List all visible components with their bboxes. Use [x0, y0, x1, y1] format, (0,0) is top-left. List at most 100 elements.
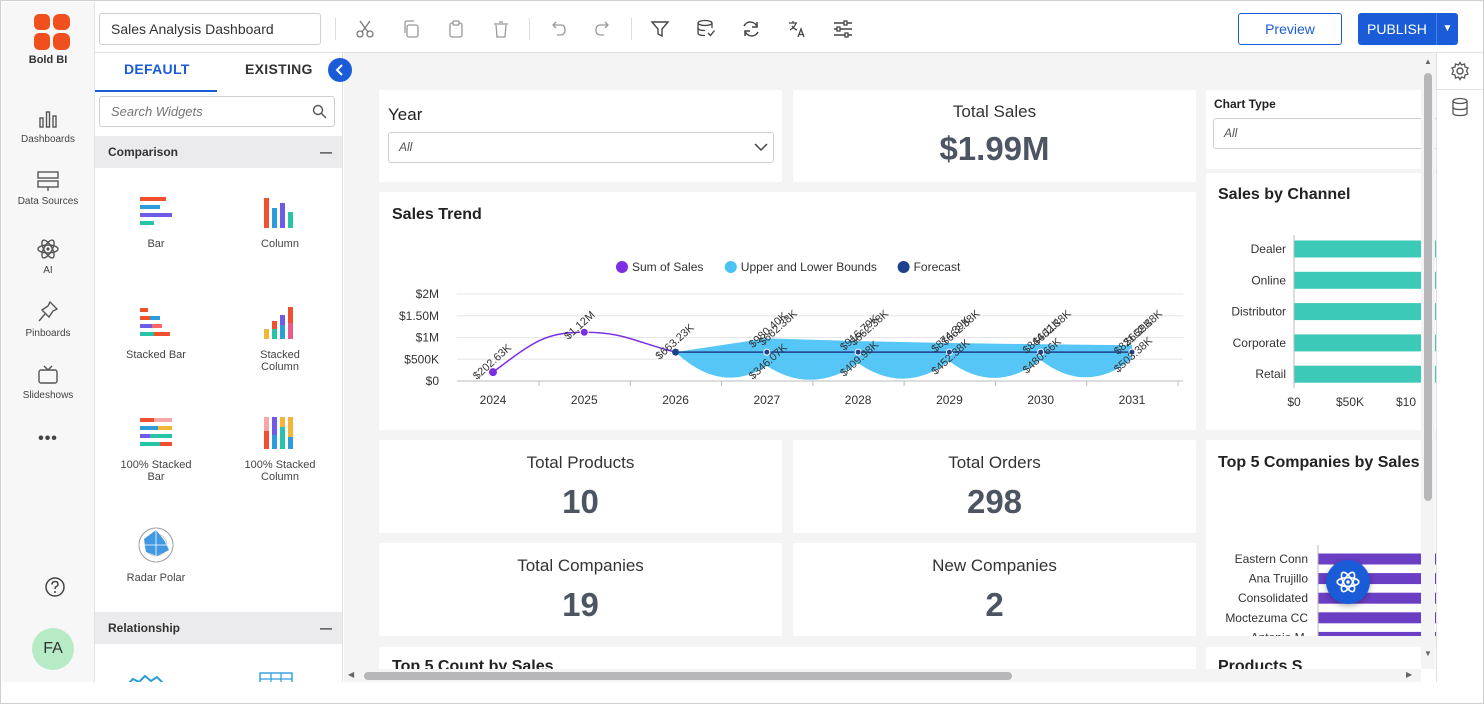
- sales-by-channel-title: Sales by Channel: [1218, 186, 1351, 203]
- redo-icon[interactable]: [593, 19, 613, 39]
- rail-item-pinboards[interactable]: Pinboards: [2, 300, 94, 339]
- settings-sliders-icon[interactable]: [832, 19, 854, 39]
- forecast-point: [854, 348, 862, 356]
- scroll-left-arrow[interactable]: ◀: [348, 670, 355, 679]
- total-companies-card[interactable]: Total Companies 19: [379, 543, 782, 636]
- y-tick-label: $500K: [404, 352, 439, 366]
- year-filter-card: Year All: [379, 90, 782, 182]
- rail-item-dashboards[interactable]: Dashboards: [2, 108, 94, 145]
- new-companies-card[interactable]: New Companies 2: [793, 543, 1196, 636]
- publish-dropdown-caret[interactable]: ▼: [1436, 13, 1458, 45]
- bar: [1318, 592, 1436, 604]
- scroll-down-arrow[interactable]: ▼: [1424, 649, 1432, 658]
- horizontal-scrollbar[interactable]: ◀ ▶: [344, 669, 1421, 682]
- section-comparison[interactable]: Comparison —: [95, 136, 342, 168]
- collapse-minus-icon[interactable]: —: [320, 621, 332, 635]
- legend-label: Sum of Sales: [632, 260, 703, 274]
- widget-label: Radar Polar: [126, 572, 186, 584]
- collapse-panel-button[interactable]: [328, 58, 352, 82]
- forecast-point: [763, 348, 771, 356]
- ai-assistant-button[interactable]: [1326, 560, 1370, 604]
- x-tick-label: 2031: [1119, 393, 1146, 407]
- vertical-scrollbar[interactable]: ▲ ▼: [1421, 53, 1435, 669]
- widget-radar-polar[interactable]: Radar Polar: [101, 526, 211, 584]
- search-icon[interactable]: [312, 104, 327, 119]
- sales-by-channel-chart[interactable]: Dealer Online Distributor Corporate Retail$0…: [1206, 173, 1436, 430]
- 100-stacked-column-widget-icon: [264, 417, 293, 449]
- data-settings-icon[interactable]: [696, 19, 716, 39]
- atom-icon: [37, 239, 59, 259]
- rail-item-slideshows[interactable]: Slideshows: [2, 364, 94, 401]
- copy-icon[interactable]: [401, 19, 421, 39]
- sales-trend-title: Sales Trend: [392, 206, 482, 223]
- grid-widget-icon[interactable]: [259, 671, 293, 682]
- tab-existing[interactable]: EXISTING: [245, 61, 313, 77]
- legend-marker: [724, 261, 737, 273]
- widget-stacked-bar[interactable]: Stacked Bar: [101, 305, 211, 361]
- x-tick-label: 2024: [480, 393, 507, 407]
- dashboard-canvas: Year All Total Sales $1.99M Chart Type A…: [344, 53, 1436, 669]
- x-tick-label: $10: [1396, 395, 1416, 409]
- widget-search-input[interactable]: [99, 96, 335, 127]
- stacked-column-widget-icon: [264, 307, 293, 339]
- toolbar-separator: [529, 18, 530, 40]
- section-relationship[interactable]: Relationship —: [95, 612, 342, 644]
- widget-100-stacked-column[interactable]: 100% Stacked Column: [225, 415, 335, 483]
- widget-bar[interactable]: Bar: [101, 194, 211, 250]
- sales-trend-chart[interactable]: Sum of Sales Upper and Lower Bounds Foreca…: [379, 192, 1196, 430]
- top5-companies-card[interactable]: Top 5 Companies by Sales Eastern Conn Ana…: [1206, 440, 1436, 636]
- partial-card-title: Top 5 Count by Sales: [392, 658, 554, 669]
- delete-icon[interactable]: [491, 19, 511, 39]
- user-avatar[interactable]: FA: [32, 628, 74, 670]
- category-label: Retail: [1255, 367, 1286, 381]
- bold-bi-logo-icon[interactable]: [34, 14, 70, 50]
- toolbar-separator: [335, 18, 336, 40]
- top5-count-card[interactable]: Top 5 Count by Sales: [379, 647, 1196, 669]
- widget-stacked-column[interactable]: Stacked Column: [225, 305, 335, 373]
- year-filter-label: Year: [388, 105, 423, 124]
- help-icon[interactable]: [44, 576, 66, 598]
- paste-icon[interactable]: [446, 19, 466, 39]
- preview-button[interactable]: Preview: [1238, 13, 1342, 45]
- products-card[interactable]: Products S: [1206, 647, 1436, 669]
- category-label: Dealer: [1251, 242, 1286, 256]
- widget-100-stacked-bar[interactable]: 100% Stacked Bar: [101, 415, 211, 483]
- kpi-title: Total Sales: [952, 102, 1037, 121]
- scroll-right-arrow[interactable]: ▶: [1406, 670, 1413, 679]
- undo-icon[interactable]: [548, 19, 568, 39]
- rail-item-data-sources[interactable]: Data Sources: [2, 170, 94, 207]
- database-icon[interactable]: [1451, 97, 1469, 117]
- scroll-up-arrow[interactable]: ▲: [1424, 57, 1432, 66]
- rail-item-ai[interactable]: AI: [2, 237, 94, 276]
- bar: [1294, 334, 1436, 352]
- pin-icon: [38, 300, 59, 322]
- category-label: Antonio M.: [1251, 630, 1308, 636]
- tab-default[interactable]: DEFAULT: [124, 61, 190, 77]
- bar-chart-icon: [39, 111, 57, 128]
- chart-type-select[interactable]: All: [1213, 118, 1436, 149]
- widget-panel: DEFAULT EXISTING Comparison — Bar Column…: [95, 53, 343, 682]
- total-sales-card[interactable]: Total Sales $1.99M: [793, 90, 1196, 182]
- year-filter-select[interactable]: All: [388, 132, 774, 163]
- forecast-point: [1037, 348, 1045, 356]
- sales-trend-card[interactable]: Sales Trend Sum of Sales Upper and Lower …: [379, 192, 1196, 430]
- bar: [1294, 303, 1436, 321]
- widget-column[interactable]: Column: [225, 194, 335, 250]
- translate-icon[interactable]: [787, 19, 807, 39]
- relationship-widget-icon[interactable]: [125, 673, 165, 682]
- horizontal-scroll-thumb[interactable]: [364, 672, 1012, 680]
- filter-icon[interactable]: [650, 19, 670, 39]
- vertical-scroll-thumb[interactable]: [1424, 73, 1432, 501]
- dashboard-name-input[interactable]: [99, 13, 321, 45]
- total-orders-card[interactable]: Total Orders 298: [793, 440, 1196, 533]
- collapse-minus-icon[interactable]: —: [320, 145, 332, 159]
- more-menu-button[interactable]: •••: [38, 430, 58, 447]
- top5-companies-chart[interactable]: Eastern Conn Ana Trujillo Consolidated Moct…: [1206, 440, 1436, 636]
- publish-button[interactable]: PUBLISH ▼: [1358, 13, 1458, 45]
- sales-by-channel-card[interactable]: Sales by Channel Dealer Online Distributor…: [1206, 173, 1436, 430]
- total-products-card[interactable]: Total Products 10: [379, 440, 782, 533]
- refresh-icon[interactable]: [741, 19, 761, 39]
- rail-label-data-sources: Data Sources: [17, 196, 79, 207]
- cut-icon[interactable]: [355, 19, 375, 39]
- gear-icon[interactable]: [1450, 61, 1470, 81]
